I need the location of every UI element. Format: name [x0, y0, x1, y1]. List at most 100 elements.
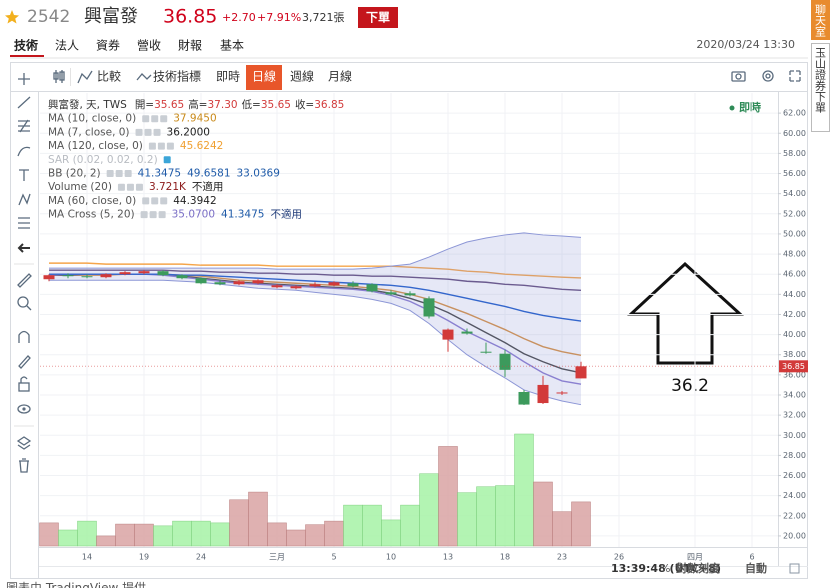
- legend-icon[interactable]: [117, 183, 125, 191]
- nav-tab[interactable]: 法人: [55, 39, 79, 53]
- x-tick-label: 10: [386, 553, 396, 562]
- nav-tab[interactable]: 財報: [178, 38, 202, 53]
- indicator-label[interactable]: BB (20, 2): [48, 168, 101, 180]
- indicator-value: 3.721K: [149, 181, 187, 193]
- camera-icon[interactable]: [731, 71, 746, 82]
- ohlc-label: 高=: [188, 98, 207, 111]
- volume-bar: [571, 501, 591, 547]
- legend-icon[interactable]: [124, 170, 132, 177]
- legend-icon[interactable]: [151, 115, 159, 123]
- interval-button[interactable]: 週線: [290, 69, 314, 84]
- legend-icon[interactable]: [163, 156, 171, 164]
- indicator-line: [49, 273, 582, 322]
- interval-active-bg[interactable]: [246, 65, 282, 90]
- volume-bar: [552, 511, 572, 547]
- x-tick-label: 5: [331, 553, 336, 562]
- status-settings[interactable]: [789, 563, 800, 574]
- volume-bar: [324, 520, 344, 547]
- candle-body: [309, 284, 321, 287]
- legend-icon[interactable]: [153, 128, 161, 136]
- order-button-label[interactable]: 下單: [366, 11, 390, 25]
- y-tick-label: 28.00: [783, 451, 806, 460]
- legend-icon[interactable]: [142, 197, 150, 205]
- status-time: 13:39:48 (UTC+8): [611, 562, 721, 575]
- legend-icon[interactable]: [160, 197, 168, 205]
- status-log[interactable]: 對數刻度: [676, 561, 721, 575]
- legend-icon[interactable]: [126, 183, 134, 191]
- bollinger-lower: [49, 279, 582, 406]
- indicator-label[interactable]: Volume (20): [48, 181, 112, 193]
- legend-icon[interactable]: [144, 128, 152, 136]
- legend-icon[interactable]: [166, 142, 174, 150]
- legend-icon[interactable]: [160, 115, 168, 123]
- legend-icon[interactable]: [135, 183, 143, 191]
- stock-price: 36.85: [163, 6, 217, 28]
- legend-icon[interactable]: [135, 128, 143, 136]
- indicator-label[interactable]: MA (60, close, 0): [48, 195, 136, 207]
- ohlc-value: 35.65: [154, 99, 184, 111]
- candle-body: [575, 366, 587, 379]
- indicator-value: 41.3475: [221, 209, 264, 221]
- indicator-label[interactable]: MA Cross (5, 20): [48, 209, 135, 221]
- legend-icon[interactable]: [149, 211, 157, 219]
- indicator-label[interactable]: MA (10, close, 0): [48, 113, 136, 125]
- price-change: +2.70: [222, 11, 256, 24]
- volume-bar: [58, 529, 78, 547]
- legend-icon[interactable]: [157, 142, 165, 150]
- candle-icon[interactable]: [53, 70, 65, 83]
- nav-tab[interactable]: 基本: [220, 39, 244, 53]
- broker-tab-label[interactable]: 玉山證券下單: [814, 47, 827, 113]
- chat-tab[interactable]: [811, 0, 830, 40]
- candle-body: [176, 275, 188, 279]
- order-button[interactable]: [358, 7, 398, 28]
- x-tick-label: 26: [614, 553, 624, 562]
- candle-body: [404, 293, 416, 296]
- volume-bar: [115, 523, 135, 547]
- favorite-star[interactable]: [5, 10, 19, 24]
- interval-button[interactable]: 即時: [216, 70, 240, 84]
- indicator-label[interactable]: SAR (0.02, 0.02, 0.2): [48, 154, 158, 166]
- compare-button[interactable]: 比較: [97, 69, 121, 84]
- indicator-value: 37.9450: [173, 113, 216, 125]
- legend-icon[interactable]: [148, 142, 156, 150]
- settings-icon[interactable]: [762, 70, 774, 82]
- status-auto[interactable]: 自動: [745, 561, 767, 575]
- legend-icon[interactable]: [158, 211, 166, 219]
- indicator-label[interactable]: MA (7, close, 0): [48, 126, 130, 138]
- chat-tab-label[interactable]: 聊天室: [814, 3, 827, 37]
- indicators-icon[interactable]: [136, 73, 152, 81]
- interval-button[interactable]: 月線: [328, 69, 352, 84]
- candle-body: [499, 353, 511, 370]
- interval-button[interactable]: 日線: [252, 69, 276, 84]
- y-tick-label: 38.00: [783, 350, 806, 359]
- candle-body: [518, 391, 530, 405]
- y-tick-label: 24.00: [783, 491, 806, 500]
- volume-bar: [267, 522, 287, 547]
- indicator-value: 36.2000: [167, 126, 210, 138]
- legend-icon[interactable]: [142, 115, 150, 123]
- legend-icon[interactable]: [151, 197, 159, 205]
- indicator-label[interactable]: MA (120, close, 0): [48, 140, 143, 152]
- y-tick-label: 42.00: [783, 310, 806, 319]
- legend-icon[interactable]: [140, 211, 148, 219]
- nav-tab[interactable]: 營收: [137, 39, 161, 53]
- datetime: 2020/03/24 13:30: [696, 38, 795, 51]
- drawing-tools[interactable]: [14, 73, 34, 473]
- indicators-button[interactable]: 技術指標: [153, 69, 201, 84]
- candle-body: [157, 271, 169, 276]
- chart-frame: [10, 62, 808, 579]
- fullscreen-icon[interactable]: [789, 70, 801, 82]
- legend-icon[interactable]: [115, 170, 123, 177]
- y-tick-label: 36.00: [783, 370, 806, 379]
- nav-tab[interactable]: 資券: [96, 38, 120, 53]
- footer: 圖表由 TradingView 提供: [6, 580, 146, 588]
- x-tick-label: 23: [557, 553, 567, 562]
- y-tick-label: 44.00: [783, 290, 806, 299]
- compare-icon[interactable]: [77, 70, 93, 84]
- legend-icon[interactable]: [106, 170, 114, 177]
- status-percent[interactable]: %: [660, 562, 670, 575]
- nav-tab[interactable]: 技術: [14, 38, 38, 53]
- volume-bar: [39, 522, 59, 547]
- y-tick-label: 62.00: [783, 109, 806, 118]
